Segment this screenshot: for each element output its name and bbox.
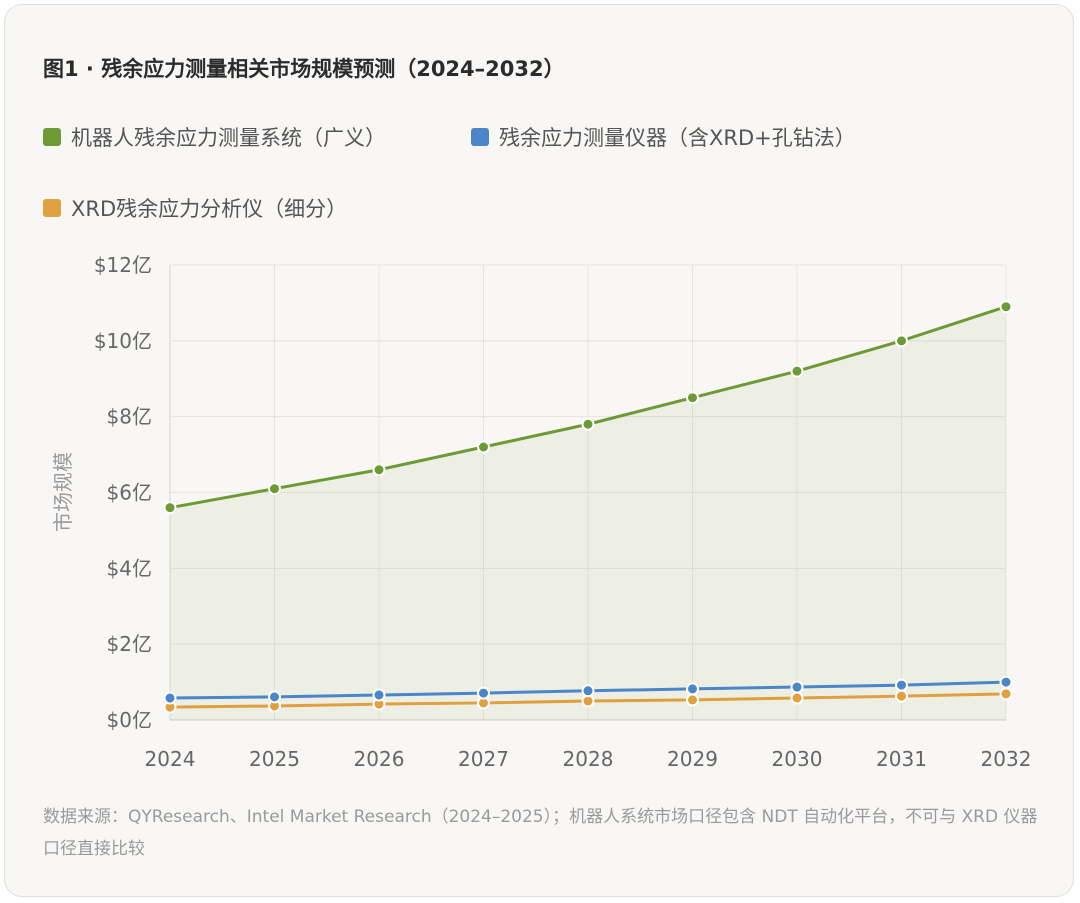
data-point [895,678,908,692]
data-point [895,689,908,703]
data-point [686,682,699,696]
x-tick-label: 2024 [145,747,196,771]
y-axis-label: 市场规模 [51,452,75,532]
x-tick-label: 2031 [876,747,927,771]
y-tick-label: $12亿 [94,253,152,277]
data-point [999,675,1013,689]
legend-item-xrd[interactable]: XRD残余应力分析仪（细分） [43,193,347,223]
legend-swatch [471,128,489,146]
data-point [477,686,490,700]
data-point [895,334,908,348]
data-point [999,687,1013,701]
source-note: 数据来源：QYResearch、Intel Market Research（20… [43,807,1038,859]
data-point [372,688,386,702]
y-tick-label: $10亿 [94,329,152,353]
data-point [372,463,386,477]
data-point [686,391,699,405]
y-tick-label: $4亿 [107,556,152,580]
data-point [686,693,699,707]
legend-label: XRD残余应力分析仪（细分） [71,197,348,221]
chart-title: 图1 · 残余应力测量相关市场规模预测（2024–2032） [43,57,565,81]
y-tick-label: $6亿 [107,481,152,505]
legend-item-robot-system[interactable]: 机器人残余应力测量系统（广义） [43,122,386,152]
x-tick-label: 2026 [354,747,405,771]
x-tick-label: 2027 [458,747,509,771]
legend-swatch [43,199,61,217]
data-point [790,691,804,705]
data-point [999,300,1013,314]
x-tick-label: 2029 [667,747,718,771]
x-tick-label: 2028 [563,747,614,771]
legend-item-instruments[interactable]: 残余应力测量仪器（含XRD+孔钻法） [471,122,856,152]
data-point [268,690,281,704]
y-tick-label: $2亿 [107,632,152,656]
chart-card: 图1 · 残余应力测量相关市场规模预测（2024–2032） 机器人残余应力测量… [4,4,1074,897]
data-point [581,684,595,698]
data-point [163,691,177,705]
data-point [268,482,281,496]
x-tick-label: 2032 [981,747,1032,771]
legend-label: 机器人残余应力测量系统（广义） [71,126,386,150]
y-tick-label: $8亿 [107,405,152,429]
data-point [790,680,804,694]
data-point [581,417,595,431]
x-tick-label: 2025 [249,747,300,771]
legend-swatch [43,128,61,146]
legend-label: 残余应力测量仪器（含XRD+孔钻法） [499,126,856,150]
x-tick-label: 2030 [772,747,823,771]
series-area [170,306,1006,720]
data-point [477,440,490,454]
y-tick-label: $0亿 [107,708,152,732]
data-point [163,501,177,515]
data-point [790,364,804,378]
